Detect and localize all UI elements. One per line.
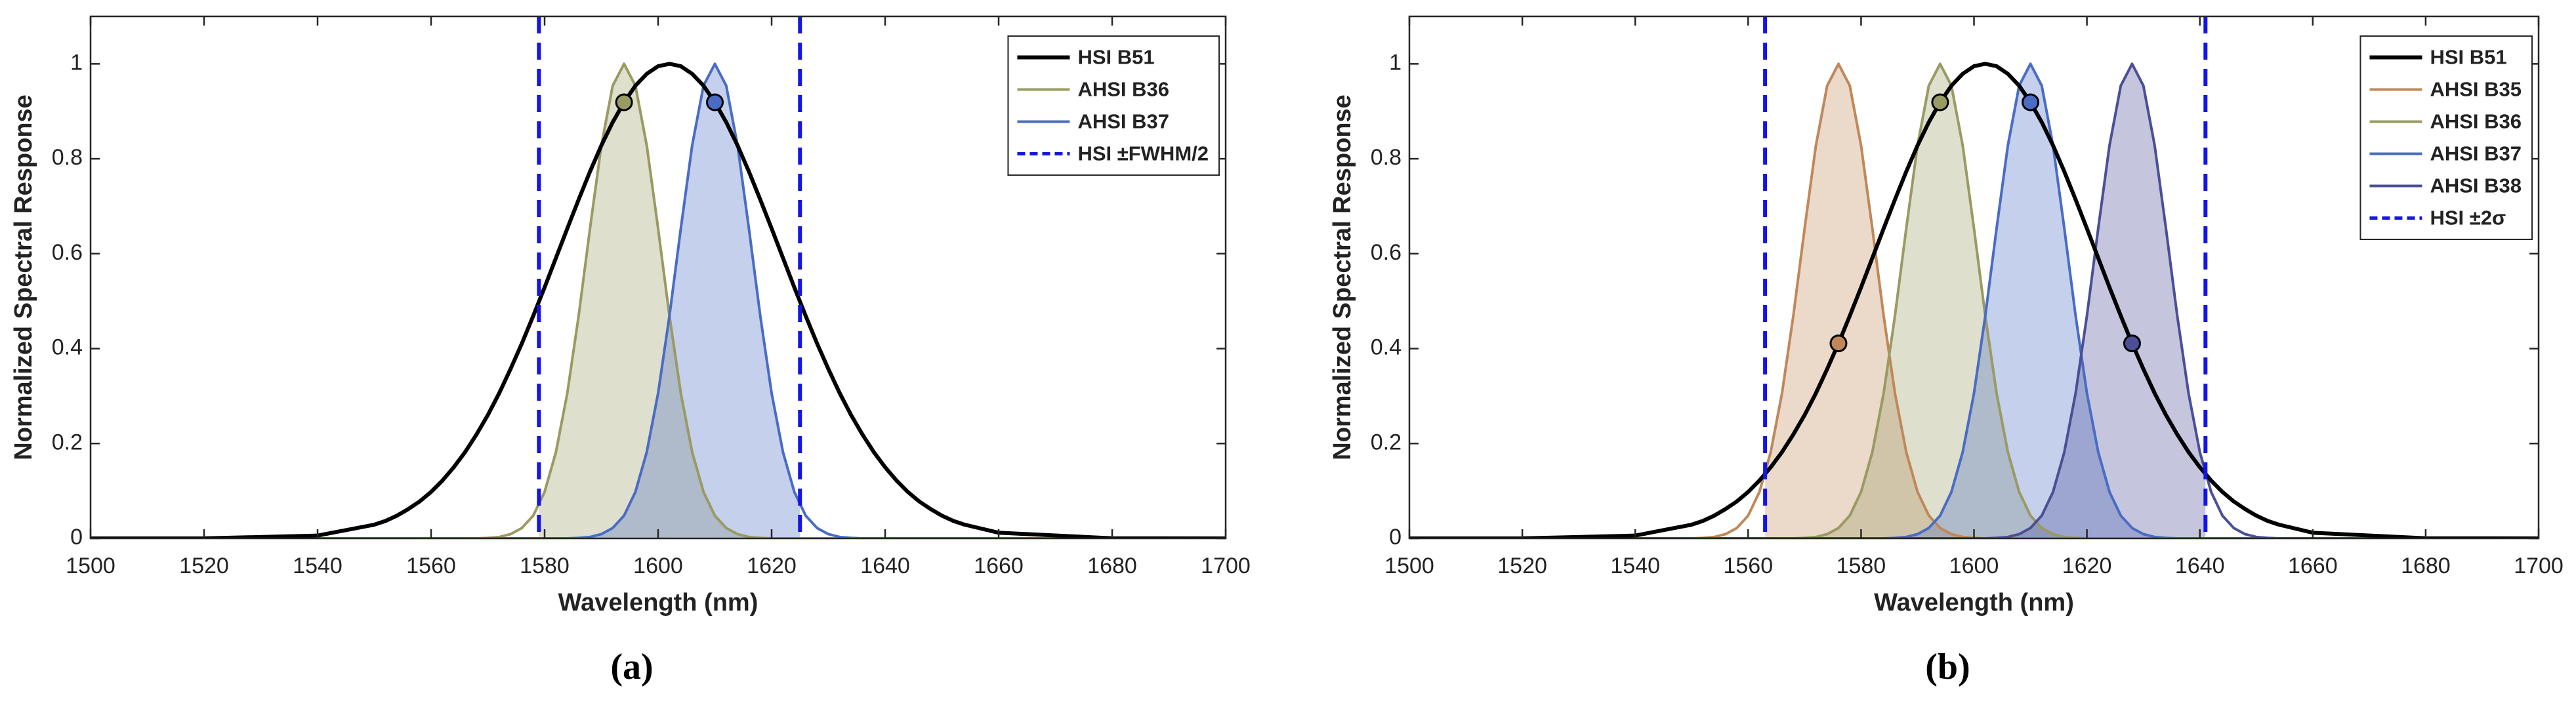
legend-label: HSI B51: [2430, 46, 2506, 69]
response-line: [91, 62, 1226, 538]
x-tick-label: 1640: [860, 554, 910, 578]
band-area: [539, 64, 800, 538]
legend-box: [2359, 35, 2533, 240]
legend-label: HSI ±2σ: [2430, 207, 2506, 230]
legend-label: AHSI B37: [1077, 110, 1169, 133]
legend-label: AHSI B37: [2430, 142, 2522, 165]
x-tick-label: 1640: [2175, 554, 2225, 578]
y-tick-label: 0.2: [1371, 430, 1402, 454]
x-tick-label: 1580: [520, 554, 570, 578]
x-axis-label: Wavelength (nm): [558, 589, 758, 616]
y-axis-label: Normalized Spectral Response: [10, 94, 37, 460]
x-tick-label: 1660: [2288, 554, 2338, 578]
marker: [1931, 93, 1949, 111]
x-tick-label: 1620: [747, 554, 797, 578]
legend-label: HSI ±FWHM/2: [1077, 142, 1209, 165]
y-tick-label: 0.4: [52, 335, 83, 360]
x-tick-label: 1520: [1497, 554, 1547, 578]
x-tick-label: 1580: [1837, 554, 1886, 578]
y-tick-label: 0.4: [1371, 335, 1402, 360]
marker: [2022, 93, 2040, 111]
y-tick-label: 0.8: [1371, 145, 1402, 170]
x-tick-label: 1700: [1201, 554, 1251, 578]
legend-label: AHSI B36: [1077, 78, 1169, 101]
band-area: [539, 64, 800, 538]
y-tick-label: 0: [1389, 525, 1402, 550]
x-tick-label: 1600: [633, 554, 683, 578]
y-tick-label: 1: [70, 50, 83, 75]
x-tick-label: 1620: [2062, 554, 2112, 578]
caption: (a): [610, 647, 653, 687]
y-tick-label: 0.6: [1371, 240, 1402, 265]
legend-label: AHSI B38: [2430, 174, 2522, 197]
y-axis-label: Normalized Spectral Response: [1329, 94, 1356, 460]
x-tick-label: 1500: [1384, 554, 1434, 578]
legend-label: HSI B51: [1077, 46, 1154, 69]
legend-label: AHSI B35: [2430, 78, 2522, 101]
x-tick-label: 1700: [2514, 554, 2564, 578]
legend-label: AHSI B36: [2430, 110, 2522, 133]
x-tick-label: 1520: [179, 554, 229, 578]
y-tick-label: 0.2: [52, 430, 83, 454]
y-tick-label: 1: [1389, 50, 1402, 75]
marker: [2123, 334, 2141, 353]
x-tick-label: 1660: [974, 554, 1024, 578]
response-line: [91, 62, 1226, 538]
band-area: [1765, 64, 2206, 538]
marker: [615, 93, 633, 111]
y-tick-label: 0.6: [52, 240, 83, 265]
y-tick-label: 0.8: [52, 145, 83, 170]
marker: [1829, 334, 1848, 353]
caption: (b): [1925, 647, 1970, 687]
y-tick-label: 0: [70, 525, 83, 550]
x-tick-label: 1500: [66, 554, 115, 578]
x-tick-label: 1540: [1610, 554, 1660, 578]
band-area: [1765, 64, 2206, 538]
x-tick-label: 1680: [2401, 554, 2451, 578]
x-tick-label: 1540: [293, 554, 343, 578]
x-tick-label: 1560: [406, 554, 456, 578]
x-tick-label: 1680: [1087, 554, 1137, 578]
marker: [706, 93, 724, 111]
response-line: [1409, 62, 2539, 538]
band-area: [1765, 64, 2206, 538]
band-area: [1765, 64, 2206, 538]
x-tick-label: 1560: [1723, 554, 1773, 578]
x-axis-label: Wavelength (nm): [1874, 589, 2074, 616]
x-tick-label: 1600: [1949, 554, 1999, 578]
